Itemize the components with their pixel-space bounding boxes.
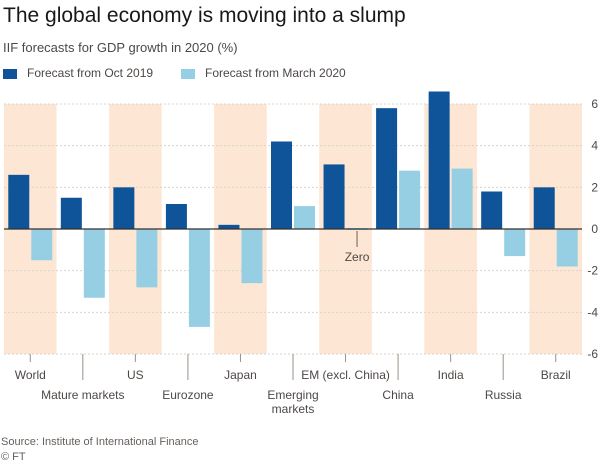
annotation-label-0: Zero <box>345 250 370 264</box>
gridlines <box>4 103 582 355</box>
y-tick-label-4: 2 <box>591 180 598 194</box>
bar-s1-c1 <box>83 229 105 298</box>
y-tick-label-3: 0 <box>591 222 598 236</box>
category-label-1: Mature markets <box>41 388 124 402</box>
bar-s0-c2 <box>113 187 135 229</box>
y-tick-label-1: -4 <box>587 305 598 319</box>
chart-subtitle: IIF forecasts for GDP growth in 2020 (%) <box>3 40 238 55</box>
bar-s1-c4 <box>241 229 263 284</box>
bar-s1-c2 <box>136 229 158 288</box>
source-note: Source: Institute of International Finan… <box>1 436 199 448</box>
bar-s0-c0 <box>8 174 30 229</box>
bar-s0-c9 <box>481 191 503 229</box>
legend-label-oct-2019: Forecast from Oct 2019 <box>27 66 154 80</box>
bar-s0-c8 <box>428 91 450 229</box>
bar-s1-c7 <box>399 170 421 229</box>
bar-s1-c9 <box>504 229 526 257</box>
bar-s1-c10 <box>556 229 578 267</box>
chart-title: The global economy is moving into a slum… <box>3 4 406 27</box>
bar-s0-c6 <box>323 164 345 229</box>
category-label-7: China <box>382 388 414 402</box>
bar-s1-c5 <box>294 206 315 229</box>
category-label-8: India <box>438 368 464 382</box>
y-tick-label-0: -6 <box>587 347 598 361</box>
y-tick-label-5: 4 <box>591 139 598 153</box>
category-label-9: Russia <box>485 388 522 402</box>
category-label-3: Eurozone <box>162 388 214 402</box>
bar-s0-c1 <box>60 197 82 229</box>
bars <box>8 91 578 327</box>
bar-s0-c5 <box>271 141 292 229</box>
bar-s1-c3 <box>188 229 210 327</box>
category-label-4: Japan <box>224 368 257 382</box>
bar-s0-c4 <box>218 224 240 229</box>
legend-swatch-oct-2019 <box>3 69 17 79</box>
bar-s1-c8 <box>451 168 473 229</box>
bar-s0-c7 <box>376 108 398 229</box>
annotations: Zero <box>345 231 370 264</box>
category-label-5-line-0: Emerging <box>267 388 318 402</box>
category-label-0: World <box>15 368 46 382</box>
ft-credit: © FT <box>1 451 26 463</box>
y-tick-label-2: -2 <box>587 264 598 278</box>
category-label-10: Brazil <box>541 368 571 382</box>
category-label-5-line-1: markets <box>272 402 315 416</box>
bar-s0-c10 <box>533 187 555 229</box>
y-axis-ticks: -6 -4 -2 0 2 4 6 <box>587 97 598 361</box>
legend-label-march-2020: Forecast from March 2020 <box>205 66 346 80</box>
y-tick-label-6: 6 <box>591 97 598 111</box>
category-label-2: US <box>127 368 144 382</box>
bar-s1-c0 <box>31 229 53 261</box>
category-label-6: EM (excl. China) <box>301 368 390 382</box>
legend-swatch-march-2020 <box>181 69 195 79</box>
bar-s0-c3 <box>165 204 187 229</box>
